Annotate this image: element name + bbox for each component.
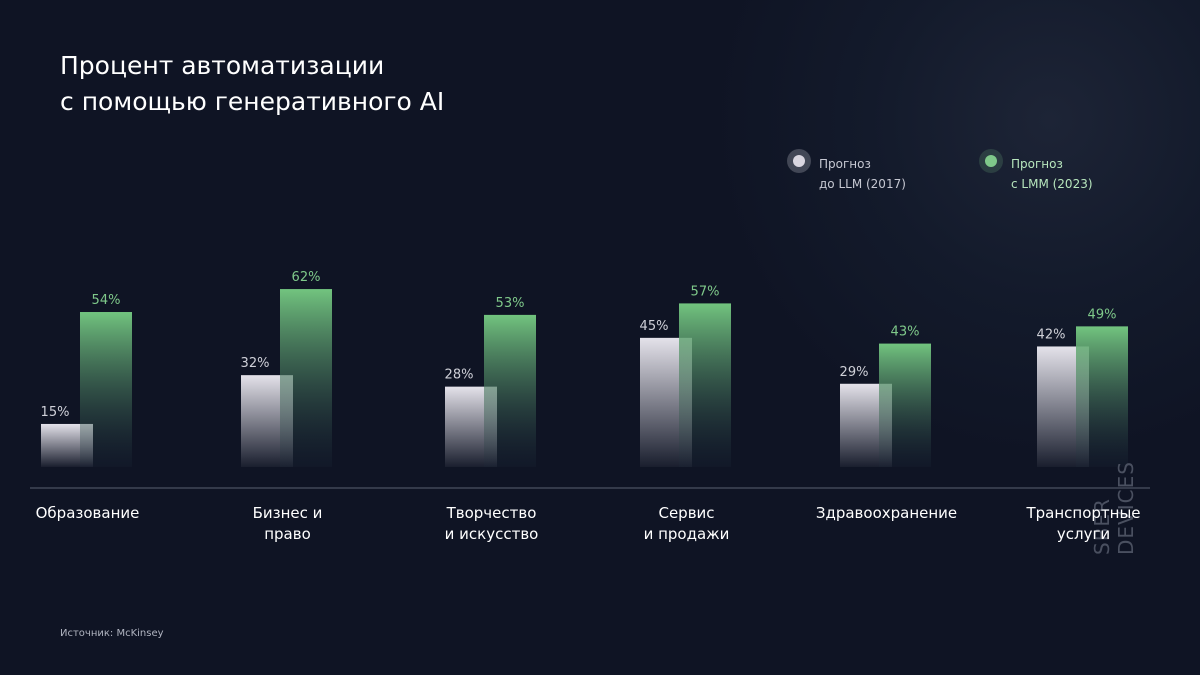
value-label: 57% <box>691 284 720 299</box>
x-tick-label: Образование <box>35 504 140 522</box>
value-label: 45% <box>640 319 669 334</box>
bar <box>280 289 332 467</box>
x-tick-label: Творчество и искусство <box>444 504 539 543</box>
bar <box>484 314 536 467</box>
x-tick-label: Бизнес и право <box>252 504 323 543</box>
bar <box>879 343 931 467</box>
value-label: 62% <box>292 270 321 285</box>
value-label: 54% <box>92 293 121 308</box>
x-tick-label: Здравоохранение <box>815 504 958 522</box>
value-label: 29% <box>840 365 869 380</box>
x-tick-label: Сервис и продажи <box>643 504 730 543</box>
chart-title: Процент автоматизации с помощью генерати… <box>60 51 445 116</box>
value-label: 32% <box>241 356 270 371</box>
value-label: 42% <box>1037 327 1066 342</box>
value-label: 49% <box>1088 307 1117 322</box>
legend-marker <box>985 155 997 167</box>
x-tick-label: Транспортные услуги <box>1026 504 1141 543</box>
value-label: 15% <box>41 405 70 420</box>
bar <box>80 312 132 467</box>
bar <box>1076 326 1128 467</box>
bar <box>679 303 731 467</box>
value-label: 43% <box>891 325 920 340</box>
source: Источник: McKinsey <box>60 628 164 639</box>
legend-label: Прогноз до LLM (2017) <box>819 157 906 191</box>
value-label: 28% <box>445 368 474 383</box>
value-label: 53% <box>496 296 525 311</box>
legend-label: Прогноз с LMM (2023) <box>1011 157 1093 191</box>
legend-marker <box>793 155 805 167</box>
